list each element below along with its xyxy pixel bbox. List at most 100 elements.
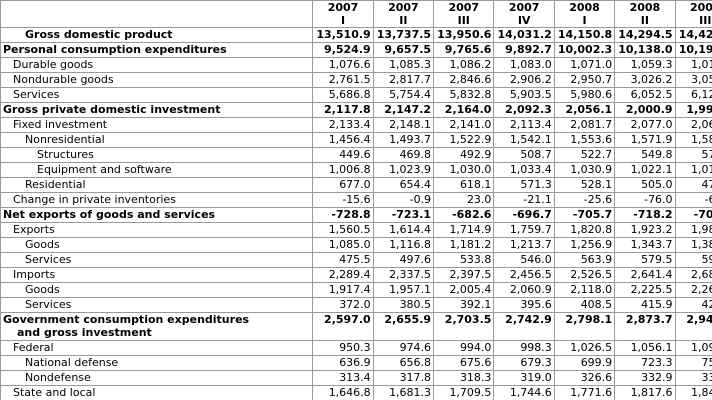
value-cell: 1,614.4 xyxy=(372,222,435,238)
row-label: Imports xyxy=(0,267,314,283)
value-cell: 1,086.2 xyxy=(433,57,495,73)
value-cell: 974.6 xyxy=(372,340,435,356)
row-label: Gross domestic product xyxy=(0,27,314,43)
value-cell: 1,097.8 xyxy=(674,340,712,356)
value-cell: 2,337.5 xyxy=(372,267,435,283)
column-header: 2008III xyxy=(674,0,712,28)
value-cell: 2,081.7 xyxy=(553,117,616,133)
row-label-text: Personal consumption expenditures xyxy=(3,43,227,57)
value-cell: -682.6 xyxy=(433,207,495,223)
value-cell: 9,657.5 xyxy=(372,42,435,58)
value-cell: 475.5 xyxy=(312,252,374,268)
value-cell: 533.8 xyxy=(433,252,495,268)
row-label-text: Durable goods xyxy=(13,58,94,72)
value-cell: 570.2 xyxy=(674,147,712,163)
value-cell: 1,848.0 xyxy=(674,385,712,400)
value-cell: 338.3 xyxy=(674,370,712,386)
value-cell: 2,005.4 xyxy=(433,282,495,298)
value-cell: 1,059.3 xyxy=(614,57,676,73)
value-cell: 10,138.0 xyxy=(614,42,676,58)
value-cell: 1,744.6 xyxy=(493,385,555,400)
value-cell: 1,085.0 xyxy=(312,237,374,253)
value-cell: 505.0 xyxy=(614,177,676,193)
value-cell: 1,759.7 xyxy=(493,222,555,238)
value-cell: 1,771.6 xyxy=(553,385,616,400)
value-cell: 1,030.0 xyxy=(433,162,495,178)
value-cell: 2,655.9 xyxy=(372,312,435,341)
row-label-text: Residential xyxy=(25,178,86,192)
row-label: Services xyxy=(0,252,314,268)
value-cell: 723.3 xyxy=(614,355,676,371)
value-cell: 1,493.7 xyxy=(372,132,435,148)
row-label-text: Equipment and software xyxy=(37,163,172,177)
value-cell: -62.3 xyxy=(674,192,712,208)
row-label-text: Exports xyxy=(13,223,55,237)
row-label-text: Nonresidential xyxy=(25,133,105,147)
value-cell: 2,148.1 xyxy=(372,117,435,133)
value-cell: 1,385.2 xyxy=(674,237,712,253)
row-label: Goods xyxy=(0,237,314,253)
value-cell: 319.0 xyxy=(493,370,555,386)
value-cell: 1,571.9 xyxy=(614,132,676,148)
header-row: 2007 I 2007 II 2007 III 2007 IV 2008 I 2008 II… xyxy=(0,0,712,28)
value-cell: 9,524.9 xyxy=(312,42,374,58)
value-cell: 1,917.4 xyxy=(312,282,374,298)
table-row: Goods 1,085.0 1,116.8 1,181.2 1,213.7 1,256.9… xyxy=(0,237,712,253)
value-cell: 1,343.7 xyxy=(614,237,676,253)
value-cell: 3,026.2 xyxy=(614,72,676,88)
row-label-continuation: and gross investment xyxy=(17,326,152,339)
value-cell: 313.4 xyxy=(312,370,374,386)
value-cell: 1,085.3 xyxy=(372,57,435,73)
value-cell: 1,522.9 xyxy=(433,132,495,148)
value-cell: 477.6 xyxy=(674,177,712,193)
table-row: Durable goods 1,076.6 1,085.3 1,086.2 1,083.… xyxy=(0,57,712,73)
value-cell: 3,050.4 xyxy=(674,72,712,88)
value-cell: 1,023.9 xyxy=(372,162,435,178)
value-cell: 508.7 xyxy=(493,147,555,163)
value-cell: 2,945.8 xyxy=(674,312,712,341)
table-row: Gross domestic product 13,510.9 13,737.5 13… xyxy=(0,27,712,43)
value-cell: 1,006.8 xyxy=(312,162,374,178)
value-cell: 1,553.6 xyxy=(553,132,616,148)
table-row: Goods 1,917.4 1,957.1 2,005.4 2,060.9 2,118.0… xyxy=(0,282,712,298)
table-row: Services 475.5497.6533.8546.0563.9579.559… xyxy=(0,252,712,268)
value-cell: 2,742.9 xyxy=(493,312,555,341)
value-cell: 595.9 xyxy=(674,252,712,268)
value-cell: 2,687.8 xyxy=(674,267,712,283)
value-cell: 372.0 xyxy=(312,297,374,313)
row-label-text: Services xyxy=(25,253,72,267)
value-cell: 2,061.7 xyxy=(674,117,712,133)
value-cell: 2,141.0 xyxy=(433,117,495,133)
value-cell: 563.9 xyxy=(553,252,616,268)
value-cell: 1,999.4 xyxy=(674,102,712,118)
value-cell: -76.0 xyxy=(614,192,676,208)
table-row: Fixed investment 2,133.4 2,148.1 2,141.0 2,1… xyxy=(0,117,712,133)
value-cell: 1,056.1 xyxy=(614,340,676,356)
value-cell: 1,013.9 xyxy=(674,162,712,178)
value-cell: 2,077.0 xyxy=(614,117,676,133)
value-cell: 571.3 xyxy=(493,177,555,193)
row-label: Gross private domestic investment xyxy=(0,102,314,118)
value-cell: 2,950.7 xyxy=(553,72,616,88)
table-row: Equipment and software 1,006.8 1,023.9 1,03… xyxy=(0,162,712,178)
value-cell: 675.6 xyxy=(433,355,495,371)
row-label-text: Services xyxy=(13,88,60,102)
row-label: Federal xyxy=(0,340,314,356)
value-cell: -25.6 xyxy=(553,192,616,208)
value-cell: 1,116.8 xyxy=(372,237,435,253)
row-label: Structures xyxy=(0,147,314,163)
value-cell: 9,892.7 xyxy=(493,42,555,58)
value-cell: 677.0 xyxy=(312,177,374,193)
row-label: Nonresidential xyxy=(0,132,314,148)
value-cell: 380.5 xyxy=(372,297,435,313)
value-cell: 14,031.2 xyxy=(493,27,555,43)
row-label-text: Federal xyxy=(13,341,54,355)
value-cell: 23.0 xyxy=(433,192,495,208)
row-label-text: Change in private inventories xyxy=(13,193,176,207)
value-cell: 392.1 xyxy=(433,297,495,313)
table-row: Gross private domestic investment 2,117.8… xyxy=(0,102,712,118)
row-label: State and local xyxy=(0,385,314,400)
value-cell: 1,709.5 xyxy=(433,385,495,400)
